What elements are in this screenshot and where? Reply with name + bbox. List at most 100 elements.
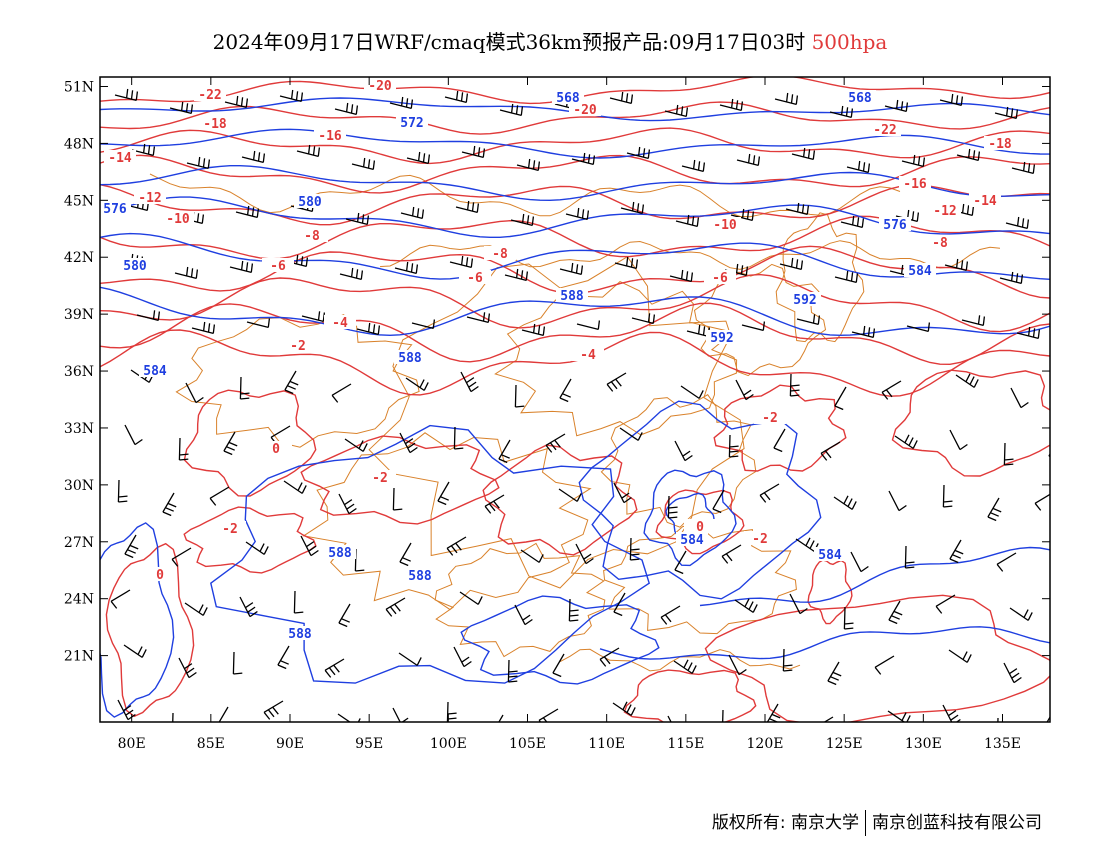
temperature-contour-label-bg — [704, 270, 736, 284]
wind-barb — [874, 655, 895, 675]
wind-barb — [782, 648, 793, 672]
height-contour-label-bg — [100, 201, 131, 215]
lon-tick-label: 115E — [667, 736, 704, 752]
border-line — [302, 432, 592, 611]
wind-barb — [609, 91, 634, 105]
temperature-contour — [183, 389, 317, 497]
wind-barb — [405, 377, 429, 391]
wind-barb — [558, 488, 582, 502]
height-contour-label-bg — [844, 90, 876, 104]
temperature-contour-label: 0 — [156, 568, 164, 583]
wind-barb — [950, 203, 975, 217]
height-contour — [100, 128, 1050, 159]
lat-tick-label: 30N — [64, 478, 94, 494]
lon-tick-label: 95E — [355, 736, 383, 752]
wind-barb — [498, 439, 511, 464]
height-contour-label: 592 — [710, 331, 733, 346]
height-contour-label-bg — [119, 258, 151, 272]
temperature-contour-label-bg — [744, 531, 776, 545]
height-contour-label: 584 — [908, 264, 932, 279]
wind-barb — [948, 649, 972, 663]
lat-tick-label: 27N — [64, 535, 94, 551]
wind-barb — [510, 213, 535, 227]
wind-barb — [239, 376, 250, 400]
wind-barb — [669, 269, 694, 283]
wind-barb — [820, 441, 841, 461]
wind-barb — [734, 598, 758, 613]
wind-barb — [334, 102, 359, 116]
wind-barb — [131, 143, 156, 157]
temperature-contour-label-bg — [194, 87, 226, 101]
wind-barb — [994, 106, 1019, 120]
wind-barb — [759, 483, 780, 503]
wind-barb — [949, 539, 964, 564]
wind-barb — [674, 440, 693, 462]
wind-barb — [840, 215, 865, 229]
height-contour — [643, 469, 737, 567]
wind-barb — [538, 708, 559, 722]
wind-barb — [209, 486, 230, 506]
wind-barb — [283, 480, 307, 494]
height-contour-label-bg — [394, 350, 426, 364]
wind-barb — [455, 200, 480, 214]
wind-barb — [620, 201, 645, 215]
border-line — [559, 648, 801, 672]
height-contour-label-bg — [294, 194, 326, 208]
temperature-contours — [100, 77, 1050, 722]
map-frame — [99, 76, 1051, 723]
temperature-contour-label: -22 — [198, 88, 221, 103]
wind-barb — [904, 545, 915, 569]
temperature-contour-label-bg — [134, 190, 166, 204]
border-line — [600, 394, 757, 528]
wind-barb — [300, 535, 319, 557]
wind-barb — [901, 154, 926, 168]
temperature-contour-label-bg — [572, 347, 604, 361]
wind-barb — [296, 144, 321, 158]
wind-barb — [162, 492, 177, 517]
wind-barb — [987, 497, 1002, 522]
company-text: 南京创蓝科技有限公司 — [872, 813, 1042, 833]
wind-barb — [185, 382, 204, 404]
height-contour-label-bg — [404, 568, 436, 582]
wind-barb — [1016, 326, 1041, 340]
wind-barb — [459, 591, 483, 605]
temperature-contour — [100, 127, 1050, 165]
height-contour-label: 568 — [848, 91, 872, 106]
height-contour — [599, 626, 1050, 660]
wind-barb — [884, 99, 909, 113]
temperature-contour-label: -2 — [222, 522, 238, 537]
wind-barb — [614, 256, 639, 270]
footer-credits: 版权所有: 南京大学 南京创蓝科技有限公司 — [712, 808, 1042, 836]
footer-divider — [865, 810, 866, 836]
border-line — [775, 212, 865, 343]
wind-barb — [337, 713, 361, 722]
wind-barb — [1046, 715, 1050, 722]
wind-barb — [449, 255, 474, 269]
temperature-contour-label: -16 — [903, 177, 927, 192]
height-contour-label: 580 — [123, 259, 147, 274]
wind-barb — [629, 537, 640, 561]
wind-barb — [338, 603, 351, 628]
temperature-contour-label: -8 — [932, 236, 948, 251]
wind-barb — [1071, 547, 1093, 559]
wind-barb — [498, 714, 504, 722]
wind-barb — [484, 494, 505, 514]
wind-barb — [766, 703, 781, 722]
wind-barb — [833, 495, 857, 510]
wind-barb — [136, 310, 161, 322]
temperature-contour-label: -6 — [270, 259, 286, 274]
temperature-contour — [100, 329, 1050, 397]
wind-barb — [823, 716, 834, 722]
wind-barb — [779, 257, 804, 271]
lon-tick-label: 130E — [905, 736, 942, 752]
wind-barb — [514, 604, 533, 626]
wind-barb — [117, 479, 128, 503]
temperature-contour — [105, 542, 195, 718]
lon-tick-label: 90E — [276, 736, 304, 752]
wind-barb — [1011, 161, 1036, 175]
temperature-contour-label-bg — [924, 235, 956, 249]
wind-barb — [339, 267, 364, 281]
title-main: 2024年09月17日WRF/cmaq模式36km预报产品:09月17日03时 — [212, 30, 806, 54]
wind-barb — [186, 156, 211, 170]
